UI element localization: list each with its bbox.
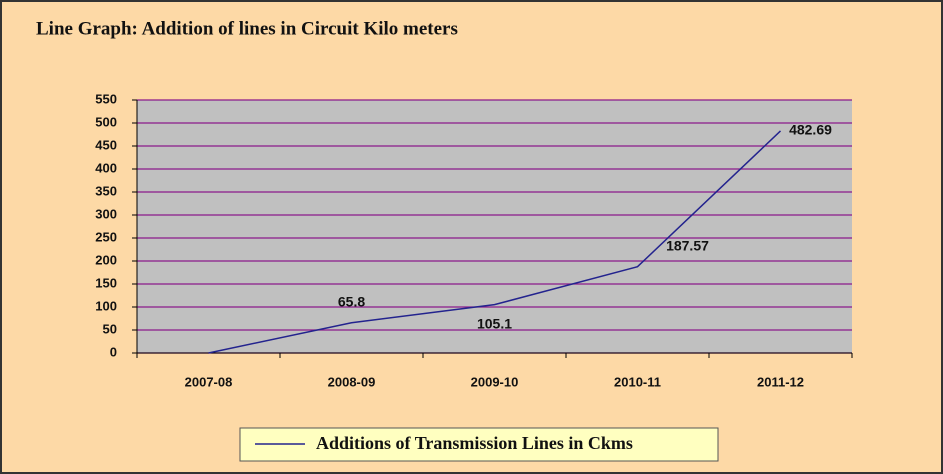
y-tick-label: 300 xyxy=(95,206,117,221)
chart-title: Line Graph: Addition of lines in Circuit… xyxy=(36,18,458,39)
data-label: 65.8 xyxy=(338,293,365,309)
x-tick-label: 2007-08 xyxy=(185,374,233,389)
y-tick-label: 50 xyxy=(103,321,117,336)
data-label: 105.1 xyxy=(477,315,512,331)
y-tick-label: 0 xyxy=(110,344,117,359)
y-tick-label: 150 xyxy=(95,275,117,290)
y-tick-label: 550 xyxy=(95,91,117,106)
y-tick-label: 450 xyxy=(95,137,117,152)
x-tick-label: 2009-10 xyxy=(471,374,519,389)
x-tick-label: 2010-11 xyxy=(614,374,661,389)
x-tick-label: 2008-09 xyxy=(328,374,376,389)
x-tick-label: 2011-12 xyxy=(757,374,804,389)
series-line xyxy=(208,130,782,354)
y-tick-label: 250 xyxy=(95,229,117,244)
data-label: 187.57 xyxy=(666,237,709,253)
y-tick-label: 100 xyxy=(95,298,117,313)
y-tick-label: 350 xyxy=(95,183,117,198)
legend-box xyxy=(239,427,719,462)
y-tick-label: 500 xyxy=(95,114,117,129)
plot-area xyxy=(137,100,852,353)
legend-label: Additions of Transmission Lines in Ckms xyxy=(316,433,633,453)
y-tick-label: 200 xyxy=(95,252,117,267)
data-label: 482.69 xyxy=(789,122,832,138)
y-tick-label: 400 xyxy=(95,160,117,175)
